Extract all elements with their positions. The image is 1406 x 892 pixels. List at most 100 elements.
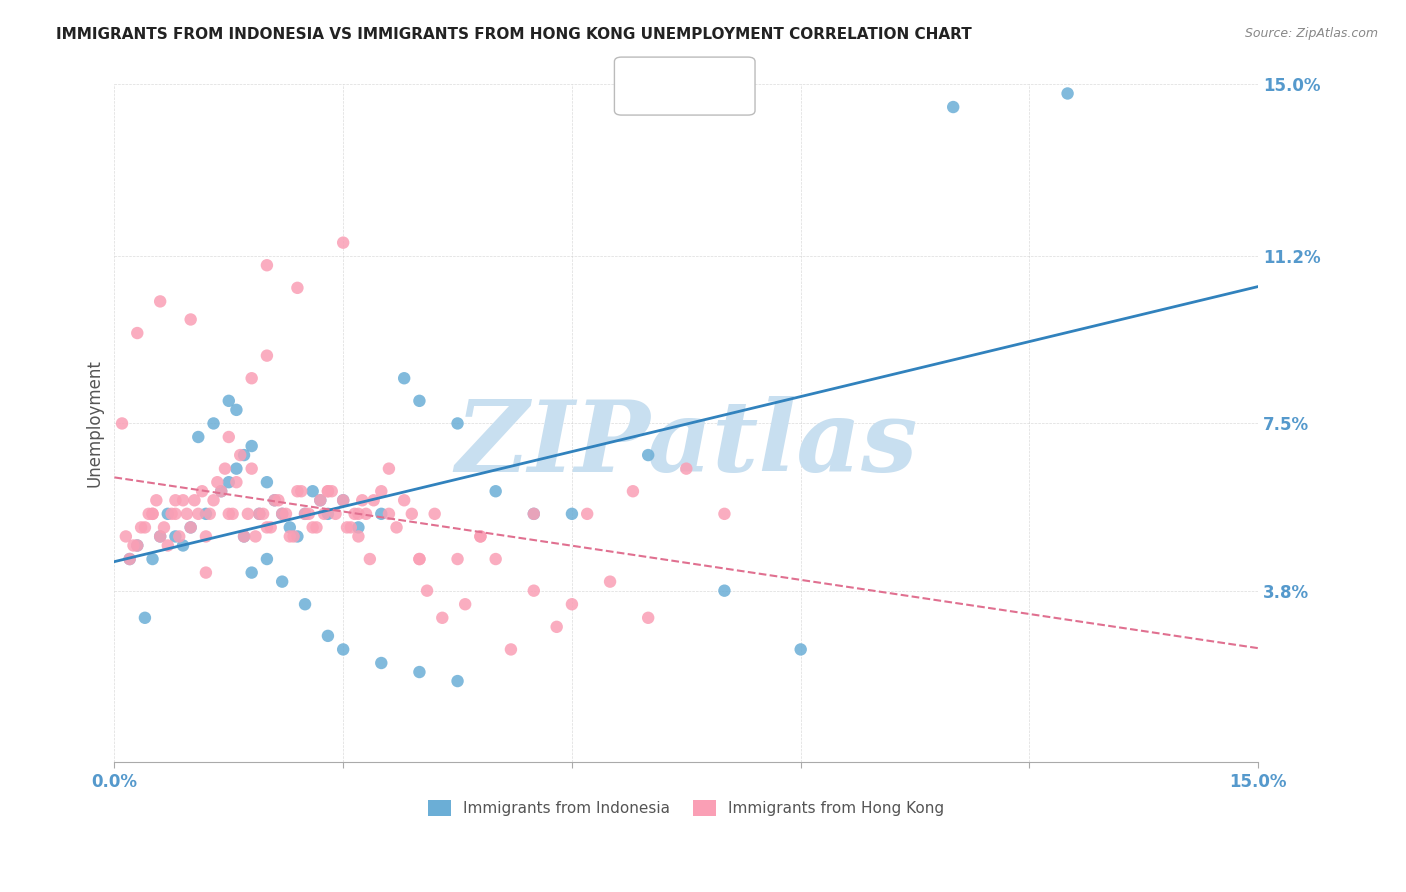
- Point: [180, 312, 202, 326]
- Point: [713, 583, 735, 598]
- Text: ■: ■: [626, 88, 647, 108]
- Point: [256, 475, 278, 490]
- Point: [118, 552, 141, 566]
- Point: [523, 507, 546, 521]
- Point: [160, 507, 183, 521]
- Point: [260, 520, 283, 534]
- Point: [675, 461, 697, 475]
- Point: [305, 520, 328, 534]
- Point: [165, 493, 187, 508]
- Text: Source: ZipAtlas.com: Source: ZipAtlas.com: [1244, 27, 1378, 40]
- Point: [343, 507, 366, 521]
- Point: [637, 448, 659, 462]
- Point: [156, 539, 179, 553]
- Point: [274, 507, 297, 521]
- Point: [180, 520, 202, 534]
- Point: [485, 484, 508, 499]
- Point: [454, 597, 477, 611]
- Point: [287, 529, 309, 543]
- Point: [165, 507, 187, 521]
- Point: [340, 520, 363, 534]
- Point: [637, 611, 659, 625]
- Point: [202, 493, 225, 508]
- Point: [271, 507, 294, 521]
- Point: [316, 484, 339, 499]
- Point: [263, 493, 285, 508]
- Point: [207, 475, 229, 490]
- Text: 0.045: 0.045: [666, 91, 714, 105]
- Point: [470, 529, 492, 543]
- Point: [198, 507, 221, 521]
- Point: [325, 507, 347, 521]
- Point: [145, 493, 167, 508]
- Point: [485, 552, 508, 566]
- Point: [247, 507, 270, 521]
- Point: [127, 539, 149, 553]
- Point: [392, 371, 415, 385]
- Point: [271, 574, 294, 589]
- Point: [225, 403, 247, 417]
- Point: [332, 235, 354, 250]
- Point: [446, 417, 468, 431]
- Point: [287, 281, 309, 295]
- Point: [446, 552, 468, 566]
- Point: [183, 493, 205, 508]
- Point: [523, 507, 546, 521]
- Point: [347, 520, 370, 534]
- Point: [153, 520, 176, 534]
- Point: [1056, 87, 1078, 101]
- Point: [942, 100, 965, 114]
- Point: [332, 493, 354, 508]
- Point: [194, 507, 217, 521]
- Legend: Immigrants from Indonesia, Immigrants from Hong Kong: Immigrants from Indonesia, Immigrants fr…: [422, 795, 950, 822]
- Point: [172, 493, 194, 508]
- Point: [432, 611, 454, 625]
- Point: [499, 642, 522, 657]
- Point: [256, 349, 278, 363]
- Point: [523, 583, 546, 598]
- Point: [225, 475, 247, 490]
- Point: [321, 484, 343, 499]
- Point: [283, 529, 305, 543]
- Point: [218, 475, 240, 490]
- Point: [156, 507, 179, 521]
- Text: ZIPatlas: ZIPatlas: [456, 395, 918, 492]
- Point: [294, 507, 316, 521]
- Point: [278, 529, 301, 543]
- Point: [172, 539, 194, 553]
- Point: [316, 507, 339, 521]
- Point: [621, 484, 644, 499]
- Point: [385, 520, 408, 534]
- Point: [115, 529, 138, 543]
- Point: [370, 484, 392, 499]
- Point: [314, 507, 336, 521]
- Point: [134, 611, 156, 625]
- Point: [127, 326, 149, 340]
- Point: [149, 294, 172, 309]
- Point: [247, 507, 270, 521]
- Point: [138, 507, 160, 521]
- Point: [225, 461, 247, 475]
- Point: [240, 371, 263, 385]
- Point: [240, 461, 263, 475]
- Point: [141, 507, 163, 521]
- Point: [149, 529, 172, 543]
- Point: [256, 552, 278, 566]
- Point: [111, 417, 134, 431]
- Point: [713, 507, 735, 521]
- Point: [347, 529, 370, 543]
- Point: [392, 493, 415, 508]
- Point: [408, 393, 430, 408]
- Point: [408, 552, 430, 566]
- Point: [363, 493, 385, 508]
- Point: [378, 461, 401, 475]
- Point: [301, 484, 323, 499]
- Point: [191, 484, 214, 499]
- Point: [423, 507, 446, 521]
- Point: [165, 529, 187, 543]
- Point: [263, 493, 285, 508]
- Point: [546, 620, 568, 634]
- Point: [134, 520, 156, 534]
- Point: [194, 566, 217, 580]
- Point: [408, 552, 430, 566]
